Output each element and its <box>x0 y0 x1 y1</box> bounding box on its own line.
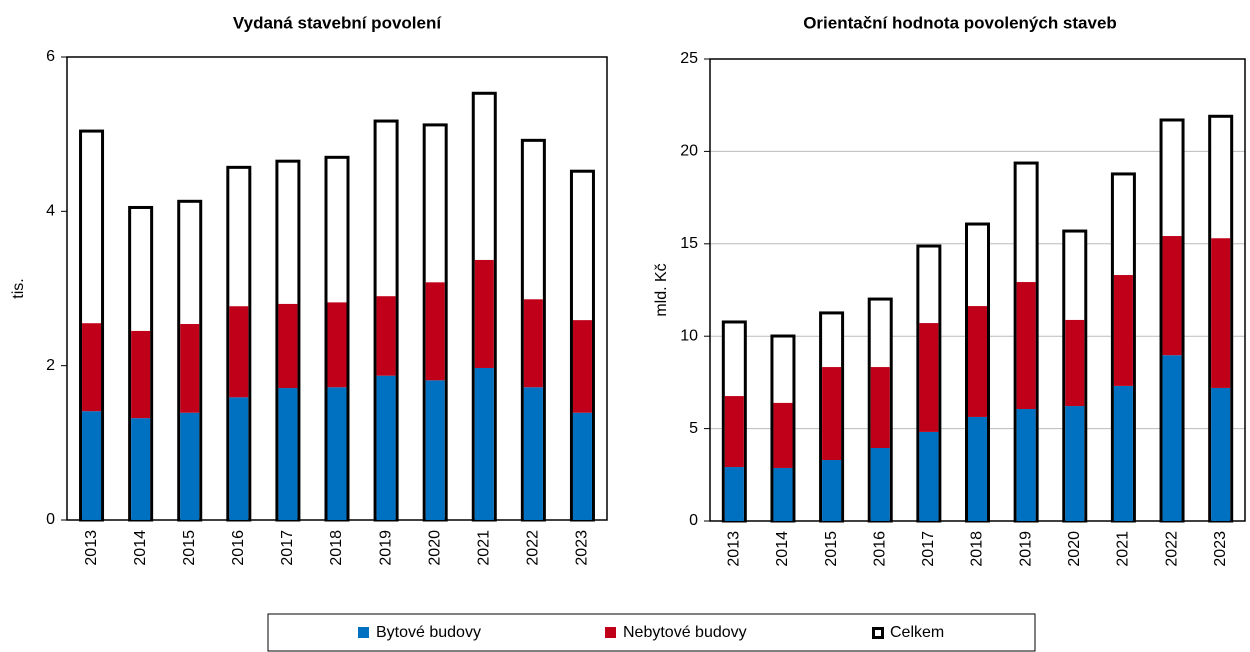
y-tick-label: 10 <box>680 327 698 344</box>
bar <box>1065 406 1085 521</box>
x-tick-label: 2023 <box>1212 531 1229 567</box>
bar <box>1065 319 1085 407</box>
x-tick-label: 2022 <box>525 530 542 566</box>
bar <box>968 306 987 417</box>
bar <box>180 412 200 520</box>
legend-box <box>267 613 1036 652</box>
y-tick-label: 25 <box>680 50 698 67</box>
bar <box>572 412 592 520</box>
y-tick-label: 20 <box>680 143 698 160</box>
y-tick-label: 4 <box>46 203 55 220</box>
bar <box>1016 282 1036 410</box>
bar <box>919 323 939 432</box>
bar <box>82 323 102 412</box>
bar <box>425 282 445 381</box>
x-tick-label: 2020 <box>1066 531 1083 567</box>
bar <box>870 448 890 521</box>
legend-label: Celkem <box>890 624 944 641</box>
bar <box>229 306 249 398</box>
bar <box>1162 236 1182 356</box>
bar <box>180 323 200 413</box>
x-tick-label: 2023 <box>574 530 591 566</box>
bar <box>1113 275 1133 386</box>
bar <box>773 467 793 521</box>
x-tick-label: 2021 <box>1115 531 1132 567</box>
bar <box>82 411 102 520</box>
y-axis-label: mld. Kč <box>653 263 670 316</box>
bar <box>376 375 396 520</box>
y-tick-label: 0 <box>689 512 698 529</box>
bar <box>523 299 543 388</box>
x-tick-label: 2020 <box>426 530 443 566</box>
x-tick-label: 2018 <box>969 531 986 567</box>
legend-swatch <box>605 627 616 638</box>
bar <box>1211 387 1231 521</box>
y-axis-label: tis. <box>10 278 27 298</box>
bar <box>474 259 494 368</box>
y-tick-label: 6 <box>46 48 55 65</box>
x-tick-label: 2014 <box>774 531 791 567</box>
bar <box>131 330 151 419</box>
x-tick-label: 2019 <box>377 530 394 566</box>
legend-label: Bytové budovy <box>376 624 481 641</box>
bar <box>773 402 793 468</box>
bar <box>822 367 842 461</box>
bar <box>523 387 543 520</box>
y-tick-label: 15 <box>680 235 698 252</box>
legend-label: Nebytové budovy <box>623 624 747 641</box>
bar <box>327 387 347 520</box>
x-tick-label: 2022 <box>1163 531 1180 567</box>
x-tick-label: 2013 <box>726 531 743 567</box>
bar <box>425 380 445 520</box>
x-tick-label: 2016 <box>230 530 247 566</box>
bar <box>1162 355 1182 521</box>
bar <box>376 296 396 376</box>
bar <box>1113 385 1133 521</box>
bar <box>870 367 890 449</box>
bar <box>474 367 494 520</box>
bar <box>278 303 298 389</box>
bar <box>278 388 298 520</box>
bar <box>919 431 939 521</box>
bar <box>1211 238 1231 388</box>
legend-swatch <box>872 627 884 639</box>
x-tick-label: 2016 <box>871 531 888 567</box>
x-tick-label: 2018 <box>328 530 345 566</box>
bar <box>327 302 347 388</box>
bar <box>229 397 249 520</box>
x-tick-label: 2015 <box>181 530 198 566</box>
x-tick-label: 2014 <box>132 530 149 566</box>
bar <box>968 416 987 521</box>
legend-swatch <box>358 627 369 638</box>
y-tick-label: 2 <box>46 357 55 374</box>
bar <box>822 460 842 521</box>
bar <box>1016 409 1036 521</box>
chart-title: Vydaná stavební povolení <box>233 13 442 32</box>
bar <box>572 320 592 413</box>
x-tick-label: 2021 <box>475 530 492 566</box>
x-tick-label: 2017 <box>920 531 937 567</box>
y-tick-label: 5 <box>689 420 698 437</box>
x-tick-label: 2013 <box>83 530 100 566</box>
chart-title: Orientační hodnota povolených staveb <box>803 13 1117 32</box>
bar <box>724 396 744 468</box>
x-tick-label: 2017 <box>279 530 296 566</box>
x-tick-label: 2015 <box>823 531 840 567</box>
bar <box>724 467 744 521</box>
y-tick-label: 0 <box>46 511 55 528</box>
x-tick-label: 2019 <box>1017 531 1034 567</box>
bar <box>131 418 151 520</box>
